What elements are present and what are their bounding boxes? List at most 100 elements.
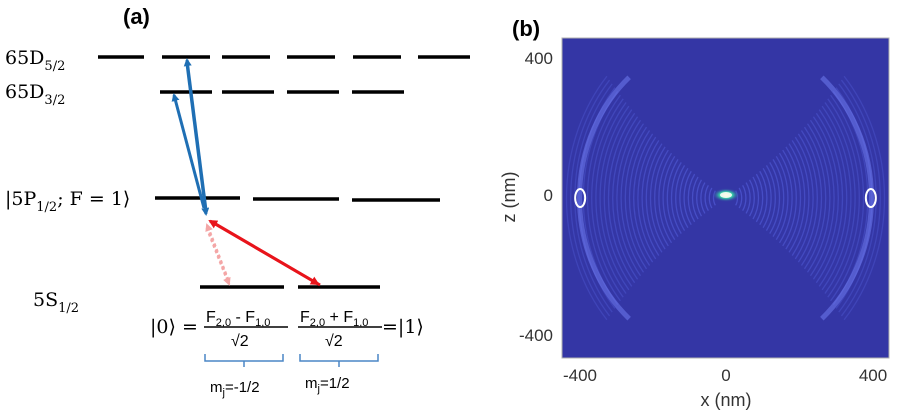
- wave-fringe: [800, 130, 823, 266]
- wave-fringe: [840, 79, 881, 317]
- wave-fringe: [806, 123, 831, 273]
- state0-ket: |0⟩ =: [150, 316, 198, 338]
- wave-fringe: [683, 170, 692, 226]
- y-tick-minus-400: -400: [519, 326, 553, 345]
- wave-fringe: [700, 182, 706, 214]
- wave-fringe: [778, 152, 793, 244]
- x-tick-0: 0: [721, 366, 730, 385]
- state0-denominator: √2: [231, 333, 249, 350]
- wave-fringe: [616, 119, 642, 277]
- level-label-65d32: 65D3/2: [5, 81, 65, 108]
- wave-fringe: [603, 109, 633, 287]
- mj-left-label: mj=-1/2: [210, 379, 260, 399]
- wave-fringe: [797, 133, 818, 263]
- center-core: [720, 192, 732, 198]
- wave-fringe: [666, 159, 679, 237]
- wave-fringe: [769, 162, 781, 234]
- wave-fringe: [824, 102, 856, 294]
- wave-fringe: [565, 75, 608, 321]
- wave-fringe: [591, 98, 624, 298]
- wave-fringe: [782, 149, 797, 247]
- wave-fringe: [812, 116, 839, 280]
- wave-fringe: [649, 146, 666, 250]
- wave-fringe: [641, 140, 660, 256]
- wave-fringe: [670, 162, 682, 234]
- state1-denominator: √2: [325, 333, 343, 350]
- wave-fringe: [809, 119, 835, 277]
- marker-ring-right: [864, 188, 877, 208]
- wave-fringe: [624, 126, 648, 270]
- level-5p12-line: [155, 196, 440, 202]
- bracket-right: [299, 354, 379, 362]
- mj-right-label: mj=1/2: [305, 375, 350, 395]
- state1-ket: =|1⟩: [382, 316, 424, 338]
- wave-fringe: [762, 168, 772, 228]
- wave-fringe: [794, 136, 814, 260]
- wave-fringe: [654, 149, 669, 247]
- level-label-5p12: |5P1/2; F = 1⟩: [5, 188, 130, 215]
- x-axis-title: x (nm): [701, 390, 752, 410]
- wave-fringe: [633, 133, 654, 263]
- wave-fringe: [772, 159, 785, 237]
- marker-rings: [574, 188, 877, 208]
- blue-arrow-up-d32: [171, 93, 206, 209]
- wave-fringe: [691, 176, 699, 220]
- level-label-5s12: 5S1/2: [33, 289, 79, 316]
- wave-fringe: [827, 98, 860, 298]
- wave-fringe: [696, 179, 703, 217]
- wave-fringe: [599, 105, 630, 291]
- wave-fringe: [843, 75, 886, 321]
- wave-fringe: [586, 94, 621, 302]
- wave-fringe: [708, 187, 713, 209]
- wave-fringe: [704, 184, 709, 212]
- wave-fringe: [595, 102, 627, 294]
- wave-outer-arc: [577, 75, 631, 321]
- wave-fringe: [679, 168, 689, 228]
- wave-fringe: [748, 179, 755, 217]
- blue-arrow-down-d52: [185, 63, 210, 216]
- wave-fringe: [745, 182, 751, 214]
- heatmap-frame: [561, 37, 890, 359]
- wave-fringe: [738, 187, 743, 209]
- pink-dotted-arrow-down: [205, 227, 231, 286]
- wave-fringe: [765, 165, 776, 231]
- wave-fringe: [742, 184, 747, 212]
- wave-fringe: [830, 94, 865, 302]
- wave-fringe: [675, 165, 686, 231]
- wave-outer-arc: [820, 75, 874, 321]
- wave-fringe: [818, 109, 848, 287]
- panel-a-label: (a): [123, 4, 150, 29]
- level-label-65d52: 65D5/2: [5, 47, 65, 74]
- wave-fringe: [645, 143, 663, 253]
- wave-fringe: [620, 123, 645, 273]
- wave-fringe: [612, 116, 639, 280]
- wave-fringes: [565, 75, 886, 321]
- wave-fringe: [607, 112, 636, 284]
- wave-fringe: [637, 136, 657, 260]
- wave-fringe: [752, 176, 760, 220]
- wave-fringe: [803, 126, 827, 270]
- wave-fringe: [628, 130, 651, 266]
- state0-numerator: F2,0 - F1,0: [206, 309, 270, 329]
- wave-fringe: [687, 173, 696, 223]
- wave-fringe: [785, 146, 802, 250]
- y-tick-400: 400: [525, 49, 553, 68]
- x-tick-minus-400: -400: [563, 366, 597, 385]
- y-axis-title: z (nm): [499, 172, 519, 223]
- bracket-left: [204, 354, 284, 362]
- wave-fringe: [821, 105, 852, 291]
- blue-transition-arrows: [171, 58, 210, 216]
- wave-fringe: [791, 140, 810, 256]
- marker-ring-left: [574, 188, 587, 208]
- wave-fringe: [759, 170, 768, 226]
- heatmap-plot: [562, 38, 889, 358]
- wave-fringe: [570, 79, 611, 317]
- x-tick-400: 400: [859, 366, 887, 385]
- panel-b-label: (b): [512, 16, 540, 41]
- wave-fringe: [662, 155, 676, 241]
- wave-fringe: [775, 155, 789, 241]
- wave-fringe: [755, 173, 764, 223]
- y-tick-0: 0: [544, 186, 553, 205]
- wave-fringe: [788, 143, 806, 253]
